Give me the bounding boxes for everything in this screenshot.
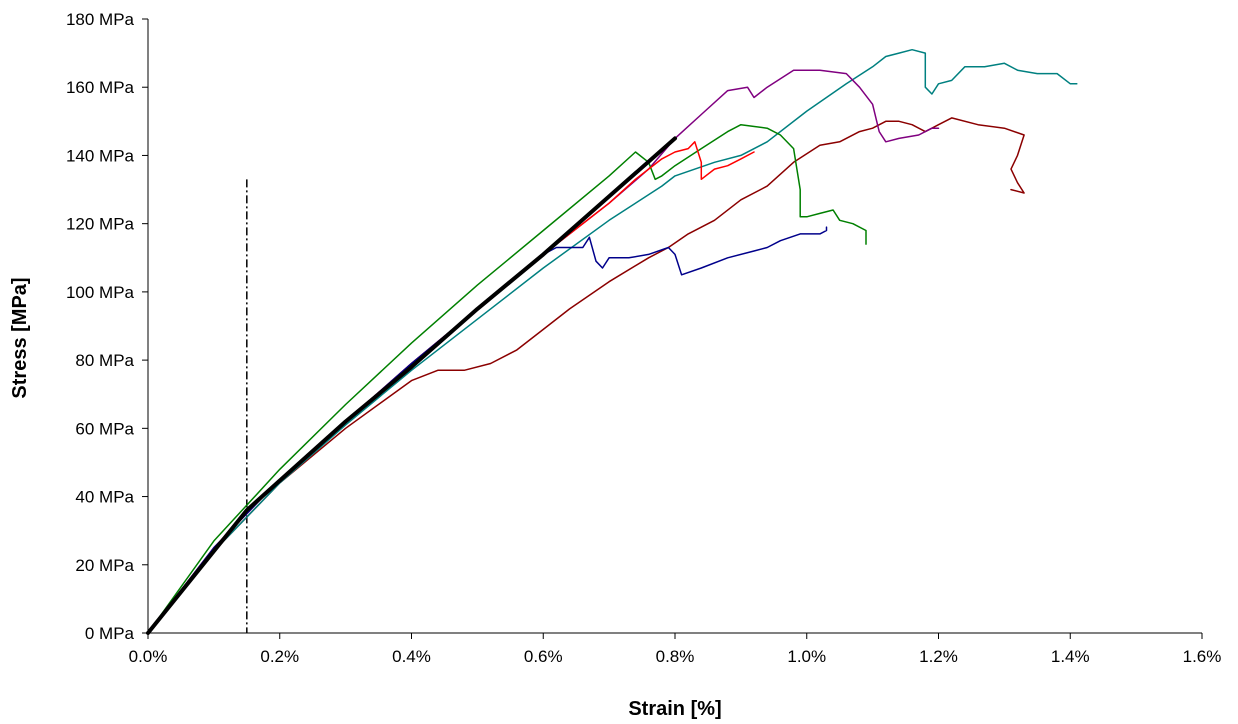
axes: [142, 18, 1203, 639]
x-tick-label: 0.8%: [656, 647, 695, 666]
y-tick-label: 80 MPa: [75, 351, 134, 370]
y-tick-label: 0 MPa: [85, 624, 135, 643]
x-tick-label: 1.6%: [1183, 647, 1222, 666]
x-tick-label: 0.4%: [392, 647, 431, 666]
x-tick-label: 0.2%: [260, 647, 299, 666]
series-line-7: [146, 136, 677, 635]
series-line-4: [147, 123, 867, 634]
series-line-2: [147, 48, 1078, 634]
x-axis-title: Strain [%]: [628, 698, 721, 720]
y-tick-label: 60 MPa: [75, 419, 134, 438]
series-line-5: [147, 141, 755, 634]
series-line-6: [147, 226, 828, 634]
y-tick-label: 100 MPa: [66, 283, 135, 302]
y-tick-label: 160 MPa: [66, 78, 135, 97]
series-line-3: [147, 69, 940, 634]
y-axis-title: Stress [MPa]: [9, 277, 31, 398]
y-tick-label: 20 MPa: [75, 556, 134, 575]
y-tick-label: 140 MPa: [66, 146, 135, 165]
series-line-1: [147, 117, 1025, 634]
x-tick-label: 1.2%: [919, 647, 958, 666]
x-tick-label: 1.0%: [787, 647, 826, 666]
series-lines: [146, 48, 1078, 635]
tick-labels: 0 MPa 20 MPa 40 MPa 60 MPa 80 MPa 100 MPa 120 …: [66, 10, 1221, 666]
y-tick-label: 40 MPa: [75, 488, 134, 507]
y-tick-label: 120 MPa: [66, 215, 135, 234]
x-tick-label: 0.6%: [524, 647, 563, 666]
x-tick-label: 1.4%: [1051, 647, 1090, 666]
x-tick-label: 0.0%: [129, 647, 168, 666]
y-tick-label: 180 MPa: [66, 10, 135, 29]
